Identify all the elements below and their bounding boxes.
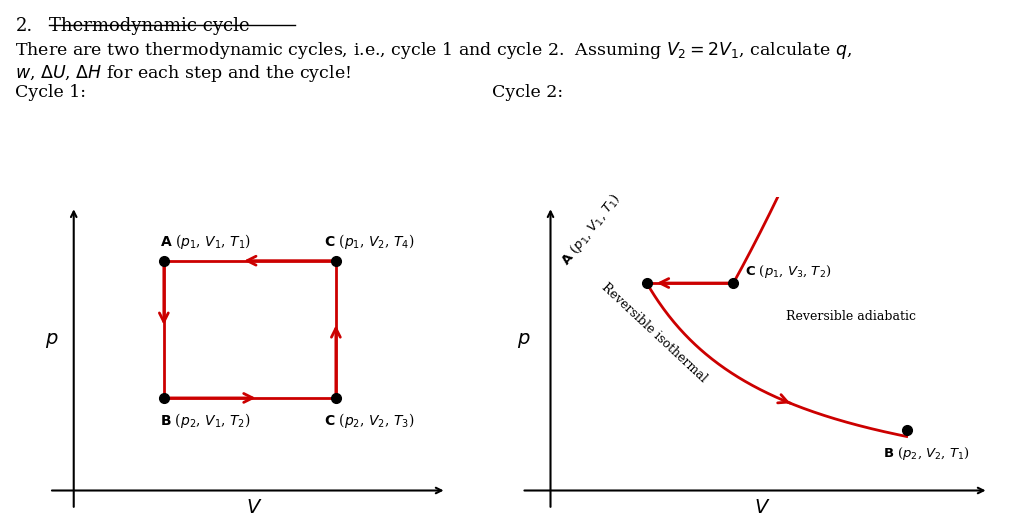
Text: $\mathbf{C}$ ($p_2$, $V_2$, $T_3$): $\mathbf{C}$ ($p_2$, $V_2$, $T_3$) (324, 411, 414, 430)
Text: Thermodynamic cycle: Thermodynamic cycle (49, 17, 250, 35)
Text: $\mathbf{A}$ ($p_1$, $V_1$, $T_1$): $\mathbf{A}$ ($p_1$, $V_1$, $T_1$) (160, 232, 251, 251)
Text: Cycle 1:: Cycle 1: (15, 84, 86, 101)
Text: $V$: $V$ (754, 499, 770, 517)
Text: $\mathbf{C}$ ($p_1$, $V_3$, $T_2$): $\mathbf{C}$ ($p_1$, $V_3$, $T_2$) (745, 263, 831, 280)
Text: $\mathbf{A}$ ($p_1$, $V_1$, $T_1$): $\mathbf{A}$ ($p_1$, $V_1$, $T_1$) (558, 190, 625, 269)
Text: $\mathbf{B}$ ($p_2$, $V_1$, $T_2$): $\mathbf{B}$ ($p_2$, $V_1$, $T_2$) (160, 411, 251, 430)
Text: Reversible isothermal: Reversible isothermal (599, 281, 710, 385)
Text: 2.: 2. (15, 17, 33, 35)
Text: $V$: $V$ (246, 499, 262, 517)
Text: Cycle 2:: Cycle 2: (492, 84, 562, 101)
Text: $p$: $p$ (45, 331, 58, 350)
Text: $\mathbf{C}$ ($p_1$, $V_2$, $T_4$): $\mathbf{C}$ ($p_1$, $V_2$, $T_4$) (324, 232, 414, 251)
Text: $p$: $p$ (517, 331, 530, 350)
Text: $w$, $\Delta U$, $\Delta H$ for each step and the cycle!: $w$, $\Delta U$, $\Delta H$ for each ste… (15, 63, 351, 84)
Text: Reversible adiabatic: Reversible adiabatic (786, 310, 916, 323)
Text: $\mathbf{B}$ ($p_2$, $V_2$, $T_1$): $\mathbf{B}$ ($p_2$, $V_2$, $T_1$) (883, 445, 970, 462)
Text: There are two thermodynamic cycles, i.e., cycle 1 and cycle 2.  Assuming $V_2 = : There are two thermodynamic cycles, i.e.… (15, 40, 852, 61)
